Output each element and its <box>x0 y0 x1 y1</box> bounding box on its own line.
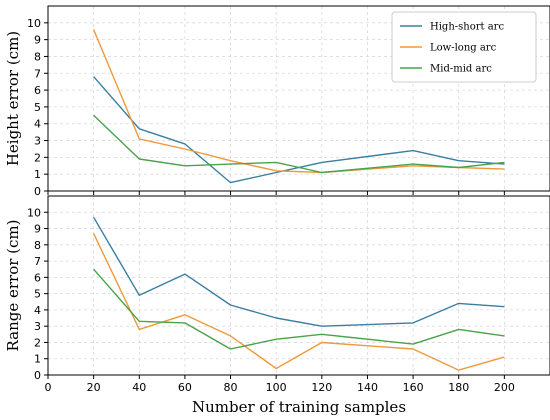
y-tick-label: 6 <box>34 271 41 284</box>
legend-box <box>391 11 537 83</box>
x-tick-label: 0 <box>45 381 52 394</box>
y-tick-label: 1 <box>34 353 41 366</box>
x-tick-label: 20 <box>87 381 101 394</box>
y-tick-label: 7 <box>34 255 41 268</box>
plot-frame <box>47 195 550 376</box>
y-tick-label: 8 <box>34 239 41 252</box>
series-line-low-long-arc <box>92 233 505 371</box>
legend: High-short arc Low-long arc Mid-mid arc <box>391 11 537 83</box>
y-axis-title: Height error (cm) <box>4 31 22 166</box>
y-tick-label: 9 <box>34 34 41 47</box>
x-tick-label: 60 <box>178 381 192 394</box>
y-tick-label: 3 <box>34 135 41 148</box>
x-axis-title: Number of training samples <box>192 398 406 416</box>
x-tick-label: 200 <box>494 381 515 394</box>
y-tick-label: 6 <box>34 84 41 97</box>
height-error-panel: 0 1 2 3 4 5 6 7 8 9 10 Height error (cm) High-short … <box>4 5 550 198</box>
x-tick-label: 40 <box>132 381 146 394</box>
y-tick-label: 2 <box>34 336 41 349</box>
y-tick-label: 8 <box>34 50 41 63</box>
series-line-mid-mid-arc <box>93 114 505 174</box>
y-tick-label: 1 <box>34 168 41 181</box>
legend-entry: Mid-mid arc <box>430 64 492 75</box>
plot-frame <box>47 5 550 192</box>
x-tick-label: 80 <box>224 381 238 394</box>
y-tick-label: 5 <box>34 288 41 301</box>
x-tick-label: 100 <box>266 381 287 394</box>
y-tick-label: 7 <box>34 67 41 80</box>
x-tick-label: 140 <box>357 381 378 394</box>
y-tick-label: 2 <box>34 151 41 164</box>
y-tick-label: 3 <box>34 320 41 333</box>
y-tick-label: 10 <box>27 17 41 30</box>
series-line-high-short-arc <box>93 76 505 184</box>
y-axis-title: Range error (cm) <box>4 219 22 351</box>
y-tick-label: 4 <box>34 118 41 131</box>
y-tick-label: 0 <box>34 369 41 382</box>
legend-entry: Low-long arc <box>430 43 497 54</box>
x-tick-label: 160 <box>403 381 424 394</box>
y-tick-label: 10 <box>27 206 41 219</box>
y-tick-label: 9 <box>34 223 41 236</box>
series-line-mid-mid-arc <box>93 268 505 350</box>
x-tick-label: 120 <box>311 381 332 394</box>
series-line-high-short-arc <box>92 216 505 327</box>
x-tick-label: 180 <box>448 381 469 394</box>
y-tick-label: 5 <box>34 101 41 114</box>
y-tick-label: 0 <box>34 185 41 198</box>
y-tick-label: 4 <box>34 304 41 317</box>
legend-entry: High-short arc <box>430 22 504 33</box>
